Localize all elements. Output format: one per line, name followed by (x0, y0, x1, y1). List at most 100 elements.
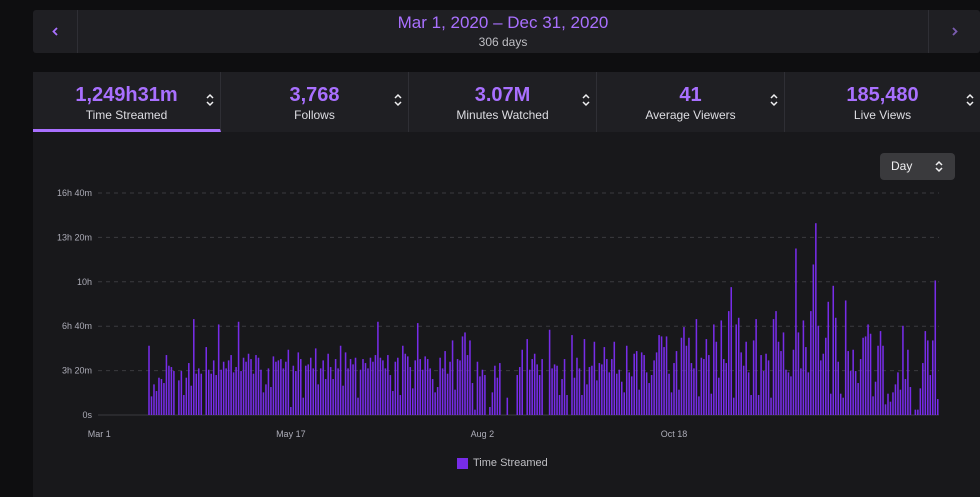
bar[interactable] (332, 379, 334, 415)
bar[interactable] (469, 340, 471, 415)
bar[interactable] (494, 365, 496, 415)
bar[interactable] (464, 332, 466, 415)
bar[interactable] (625, 345, 628, 415)
bar[interactable] (688, 337, 690, 415)
bar[interactable] (260, 369, 262, 415)
bar[interactable] (897, 372, 899, 415)
bar[interactable] (212, 360, 215, 415)
bar[interactable] (434, 392, 436, 415)
bar[interactable] (155, 391, 158, 415)
bar[interactable] (710, 393, 713, 415)
bar[interactable] (329, 367, 332, 415)
bar[interactable] (822, 353, 825, 415)
bar[interactable] (859, 359, 862, 415)
bar[interactable] (735, 324, 737, 415)
bar[interactable] (760, 355, 762, 415)
bar[interactable] (347, 368, 349, 415)
next-range-button[interactable] (928, 10, 980, 53)
bar[interactable] (757, 395, 760, 415)
bar[interactable] (742, 365, 745, 415)
bar[interactable] (479, 376, 481, 415)
bar[interactable] (531, 359, 533, 415)
bar[interactable] (678, 389, 680, 415)
bar[interactable] (586, 384, 588, 415)
bar[interactable] (844, 300, 847, 415)
bar[interactable] (319, 368, 322, 415)
bar[interactable] (854, 371, 857, 415)
bar[interactable] (660, 336, 663, 415)
bar[interactable] (168, 365, 170, 415)
bar[interactable] (230, 355, 232, 415)
bar[interactable] (257, 357, 260, 415)
bar[interactable] (690, 363, 693, 415)
bar[interactable] (633, 353, 635, 415)
bar[interactable] (700, 357, 703, 415)
bar[interactable] (638, 389, 640, 415)
bar[interactable] (173, 371, 175, 415)
bar[interactable] (491, 392, 494, 415)
bar[interactable] (815, 223, 817, 415)
bar[interactable] (685, 345, 688, 415)
bar[interactable] (730, 287, 733, 415)
bar[interactable] (250, 359, 252, 415)
bar[interactable] (499, 363, 501, 415)
bar[interactable] (573, 377, 576, 415)
bar[interactable] (807, 372, 810, 415)
bar[interactable] (668, 373, 670, 415)
bar[interactable] (603, 347, 606, 415)
bar[interactable] (436, 387, 439, 415)
bar[interactable] (300, 359, 302, 415)
bar[interactable] (459, 360, 461, 415)
bar[interactable] (673, 363, 675, 415)
bar[interactable] (820, 360, 822, 415)
bar[interactable] (628, 372, 630, 415)
bar[interactable] (695, 319, 698, 415)
sort-icon[interactable] (206, 93, 214, 107)
bar[interactable] (309, 357, 312, 415)
bar[interactable] (367, 368, 369, 415)
bar[interactable] (541, 359, 543, 415)
bar[interactable] (339, 345, 342, 415)
bar[interactable] (874, 381, 877, 415)
bar[interactable] (312, 368, 314, 415)
bar[interactable] (907, 349, 909, 415)
bar[interactable] (732, 397, 735, 415)
granularity-select[interactable]: Day (880, 153, 955, 180)
bar[interactable] (275, 361, 277, 415)
bar[interactable] (645, 372, 648, 415)
bar[interactable] (618, 369, 621, 415)
bar[interactable] (797, 332, 800, 415)
bar[interactable] (924, 331, 927, 415)
bar[interactable] (270, 387, 272, 415)
bar[interactable] (655, 352, 658, 415)
bar[interactable] (295, 371, 297, 415)
bar[interactable] (449, 361, 451, 415)
bar[interactable] (548, 329, 551, 415)
bar[interactable] (242, 357, 245, 415)
bar[interactable] (349, 359, 352, 415)
bar[interactable] (359, 369, 362, 415)
bar[interactable] (598, 363, 601, 415)
bar[interactable] (740, 352, 742, 415)
bar[interactable] (474, 409, 476, 415)
bar[interactable] (747, 372, 750, 415)
bar[interactable] (160, 379, 163, 415)
bar[interactable] (616, 373, 618, 415)
bar[interactable] (635, 351, 638, 415)
bar[interactable] (932, 340, 934, 415)
bar[interactable] (215, 375, 217, 415)
bar[interactable] (287, 349, 290, 415)
bar[interactable] (404, 353, 407, 415)
bar[interactable] (419, 359, 421, 415)
bar[interactable] (389, 375, 392, 415)
bar[interactable] (317, 384, 319, 415)
prev-range-button[interactable] (33, 10, 78, 53)
bar[interactable] (307, 364, 310, 415)
bar[interactable] (727, 311, 730, 415)
bar[interactable] (372, 361, 374, 415)
bar[interactable] (362, 359, 364, 415)
bar[interactable] (220, 369, 222, 415)
bar[interactable] (653, 360, 655, 415)
bar[interactable] (909, 387, 912, 415)
bar[interactable] (200, 373, 203, 415)
